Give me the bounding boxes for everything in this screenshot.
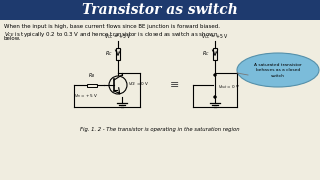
Text: Transistor as switch: Transistor as switch: [82, 3, 238, 17]
Text: below.: below.: [4, 36, 21, 41]
Text: ≡: ≡: [170, 80, 180, 90]
Text: $R_C$: $R_C$: [202, 50, 210, 59]
Text: $R_B$: $R_B$: [88, 71, 96, 80]
Text: $V_{CC}$ = +5 V: $V_{CC}$ = +5 V: [201, 32, 229, 41]
Text: $V_{CC}$ = +5 V: $V_{CC}$ = +5 V: [104, 32, 132, 41]
Text: When the input is high, base current flows since BE junction is forward biased.: When the input is high, base current flo…: [4, 24, 220, 29]
Text: $V_{out}$ = 0 V: $V_{out}$ = 0 V: [218, 83, 240, 91]
Text: Fig. 1. 2 - The transistor is operating in the saturation region: Fig. 1. 2 - The transistor is operating …: [80, 127, 240, 132]
Circle shape: [214, 96, 216, 98]
Bar: [87, 84, 97, 87]
Bar: [0, 0, 320, 20]
Text: A saturated transistor
behaves as a closed
switch: A saturated transistor behaves as a clos…: [254, 62, 302, 78]
Text: $V_{CE}$ is typically 0.2 to 0.3 V and hence transistor is closed as switch as s: $V_{CE}$ is typically 0.2 to 0.3 V and h…: [4, 30, 218, 39]
Bar: [116, 48, 120, 60]
Ellipse shape: [237, 53, 319, 87]
Text: $V_{CE}$ = 0 V: $V_{CE}$ = 0 V: [128, 80, 149, 88]
Text: $V_{in}$ = +5 V: $V_{in}$ = +5 V: [74, 92, 98, 100]
Circle shape: [214, 74, 216, 76]
Bar: [213, 48, 217, 60]
Text: $R_C$: $R_C$: [105, 50, 113, 59]
